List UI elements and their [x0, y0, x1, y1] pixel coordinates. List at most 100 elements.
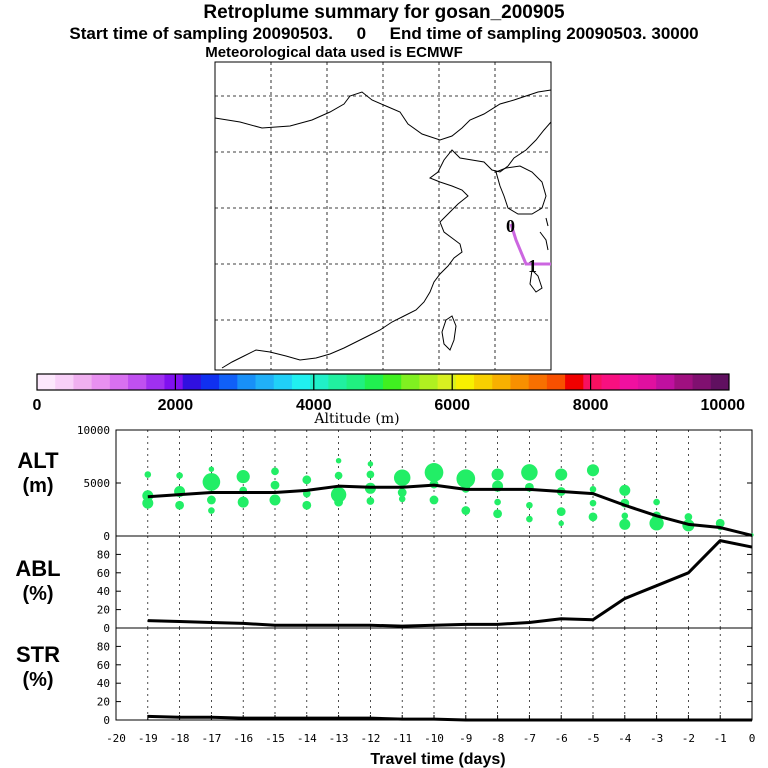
- colorbar-cell: [237, 374, 257, 390]
- plume-point: [334, 497, 343, 507]
- plume-point: [144, 471, 152, 478]
- plume-point: [684, 513, 693, 521]
- plume-point: [424, 463, 444, 482]
- plume-point: [236, 470, 250, 484]
- plume-point: [492, 480, 504, 492]
- y-tick-label: 60: [97, 567, 110, 580]
- plume-point: [621, 512, 629, 520]
- x-tick-label: -7: [523, 732, 536, 745]
- x-tick-label: -12: [360, 732, 380, 745]
- plume-point: [494, 498, 501, 506]
- y-tick-label: 40: [97, 677, 110, 690]
- colorbar-cell: [637, 374, 657, 390]
- colorbar-cell: [674, 374, 694, 390]
- plume-point: [302, 475, 312, 485]
- plume-point: [589, 486, 597, 493]
- map-frame: [214, 61, 552, 371]
- plume-point: [174, 485, 186, 497]
- colorbar-cell: [146, 374, 165, 390]
- sampling-period: Start time of sampling 20090503. 0 End t…: [69, 24, 699, 43]
- colorbar-cell: [474, 374, 493, 390]
- trajectory-label-0: 0: [506, 216, 515, 236]
- plume-point: [715, 518, 725, 528]
- plume-point: [521, 464, 538, 481]
- plume-point: [556, 507, 566, 517]
- plume-point: [588, 512, 598, 522]
- x-axis-label: Travel time (days): [370, 751, 505, 768]
- plume-point: [302, 500, 312, 510]
- x-axis: -20 -19 -18 -17 -16 -15 -14 -13 -12 -11 -10 -9 -8 -7-…: [106, 715, 755, 768]
- colorbar-cell: [419, 374, 439, 390]
- colorbar-cell: [37, 374, 56, 390]
- plume-point: [652, 511, 661, 521]
- colorbar-tick-label: 0: [33, 397, 42, 414]
- plume-point: [526, 515, 533, 523]
- colorbar-cell: [565, 374, 584, 390]
- x-tick-label: -20: [106, 732, 126, 745]
- colorbar-tick-label: 4000: [296, 397, 332, 414]
- panel-abl: 0 20 40 60 80 ABL(%): [15, 535, 753, 635]
- series-line: [147, 714, 752, 722]
- plume-point: [589, 499, 597, 507]
- series-line: [147, 539, 753, 628]
- x-tick-label: -16: [233, 732, 253, 745]
- plume-point: [335, 457, 342, 464]
- colorbar-cell: [583, 374, 603, 390]
- y-tick-label: 0: [103, 622, 110, 635]
- plume-point: [556, 487, 566, 496]
- plume-point: [619, 518, 631, 530]
- colorbar-cell: [164, 374, 184, 390]
- plume-point: [393, 469, 411, 486]
- panel-frame: [115, 627, 753, 721]
- plume-point: [142, 497, 154, 509]
- plume-point: [493, 509, 502, 519]
- plume-point: [239, 486, 248, 495]
- plume-point: [237, 496, 249, 508]
- y-axis-unit: (%): [22, 669, 53, 691]
- colorbar-tick-label: 2000: [158, 397, 194, 414]
- plume-point: [364, 482, 376, 494]
- plume-point: [176, 472, 183, 479]
- y-tick-label: 40: [97, 585, 110, 598]
- plume-point: [750, 533, 754, 537]
- plume-point: [175, 500, 185, 510]
- plume-point: [491, 468, 504, 481]
- y-axis-label: ALT: [17, 448, 59, 473]
- colorbar-cell: [619, 374, 639, 390]
- y-tick-label: 20: [97, 696, 110, 709]
- y-axis-label: STR: [16, 642, 60, 667]
- colorbar-cell: [692, 374, 712, 390]
- series-line: [147, 483, 753, 537]
- colorbar-label: Altitude (m): [313, 411, 399, 427]
- plume-point: [429, 479, 439, 489]
- x-tick-label: -14: [297, 732, 317, 745]
- y-axis-label: ABL: [15, 556, 60, 581]
- colorbar-tick-label: 10000: [701, 397, 746, 414]
- plume-point: [366, 497, 375, 505]
- plume-point: [367, 461, 374, 467]
- plume-point: [202, 473, 221, 491]
- colorbar-cell: [109, 374, 129, 390]
- colorbar-cell: [710, 374, 730, 390]
- map-grid: [215, 62, 551, 370]
- plume-point: [525, 482, 534, 492]
- colorbar-tick-label: 6000: [434, 397, 470, 414]
- trajectory-label-1: 1: [528, 256, 537, 276]
- colorbar-cell: [383, 374, 402, 390]
- plume-point: [142, 490, 154, 502]
- x-tick-label: -6: [555, 732, 568, 745]
- x-tick-label: -11: [392, 732, 412, 745]
- colorbar-cell: [364, 374, 384, 390]
- plume-point: [461, 483, 471, 493]
- y-tick-label: 80: [97, 640, 110, 653]
- x-tick-label: -3: [650, 732, 663, 745]
- plume-point: [526, 501, 533, 509]
- plume-point: [558, 520, 564, 527]
- x-tick-label: -9: [459, 732, 472, 745]
- y-axis-unit: (%): [22, 583, 53, 605]
- y-tick-label: 0: [103, 714, 110, 727]
- plume-point: [208, 507, 215, 514]
- met-data-line: Meteorological data used is ECMWF: [205, 44, 463, 61]
- chart-title: Retroplume summary for gosan_200905: [203, 2, 565, 23]
